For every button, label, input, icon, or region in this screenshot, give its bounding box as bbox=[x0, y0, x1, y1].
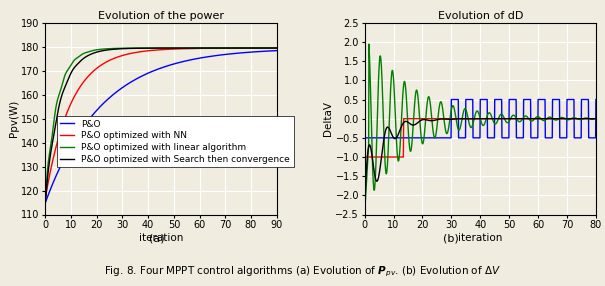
Text: Fig. 8. Four MPPT control algorithms (a) Evolution of $\boldsymbol{P}_{pv}$. (b): Fig. 8. Four MPPT control algorithms (a)… bbox=[104, 265, 501, 279]
Y-axis label: Ppv(W): Ppv(W) bbox=[8, 100, 19, 137]
Line: P&O: P&O bbox=[45, 51, 276, 202]
P&O bbox=[224, 52, 231, 56]
P&O optimized with linear algorithm bbox=[154, 46, 162, 50]
Line: P&O optimized with linear algorithm: P&O optimized with linear algorithm bbox=[45, 48, 276, 200]
X-axis label: iteration: iteration bbox=[458, 233, 502, 243]
P&O optimized with linear algorithm bbox=[266, 46, 273, 50]
P&O optimized with NN bbox=[266, 46, 273, 50]
Title: Evolution of dD: Evolution of dD bbox=[437, 11, 523, 21]
Text: (b): (b) bbox=[443, 234, 459, 244]
P&O optimized with linear algorithm bbox=[54, 100, 61, 103]
P&O bbox=[42, 201, 49, 204]
P&O optimized with NN bbox=[224, 46, 231, 50]
Legend: P&O, P&O optimized with NN, P&O optimized with linear algorithm, P&O optimized w: P&O, P&O optimized with NN, P&O optimize… bbox=[57, 116, 293, 167]
Text: (a): (a) bbox=[149, 234, 165, 244]
P&O optimized with NN bbox=[273, 46, 280, 50]
P&O optimized with NN bbox=[266, 46, 273, 50]
P&O optimized with linear algorithm bbox=[42, 198, 49, 202]
P&O bbox=[266, 49, 273, 53]
P&O optimized with Search then convergence bbox=[154, 46, 162, 50]
P&O bbox=[154, 67, 162, 71]
P&O optimized with NN bbox=[42, 196, 49, 199]
Y-axis label: DeltaV: DeltaV bbox=[322, 101, 333, 136]
P&O optimized with linear algorithm bbox=[266, 46, 273, 50]
P&O bbox=[273, 49, 280, 52]
P&O bbox=[148, 70, 155, 73]
P&O optimized with Search then convergence bbox=[54, 114, 61, 117]
P&O optimized with Search then convergence bbox=[266, 46, 273, 50]
Line: P&O optimized with NN: P&O optimized with NN bbox=[45, 48, 276, 198]
P&O bbox=[266, 49, 273, 53]
Line: P&O optimized with Search then convergence: P&O optimized with Search then convergen… bbox=[45, 48, 276, 202]
P&O optimized with linear algorithm bbox=[273, 46, 280, 50]
P&O optimized with Search then convergence bbox=[148, 46, 155, 50]
P&O bbox=[54, 172, 61, 175]
P&O optimized with Search then convergence bbox=[224, 46, 231, 50]
P&O optimized with linear algorithm bbox=[224, 46, 231, 50]
P&O optimized with NN bbox=[154, 48, 162, 52]
P&O optimized with Search then convergence bbox=[273, 46, 280, 50]
P&O optimized with linear algorithm bbox=[148, 46, 155, 50]
Title: Evolution of the power: Evolution of the power bbox=[98, 11, 224, 21]
X-axis label: iteration: iteration bbox=[139, 233, 183, 243]
P&O optimized with Search then convergence bbox=[42, 201, 49, 204]
P&O optimized with NN bbox=[148, 49, 155, 52]
P&O optimized with Search then convergence bbox=[266, 46, 273, 50]
P&O optimized with NN bbox=[54, 141, 61, 144]
